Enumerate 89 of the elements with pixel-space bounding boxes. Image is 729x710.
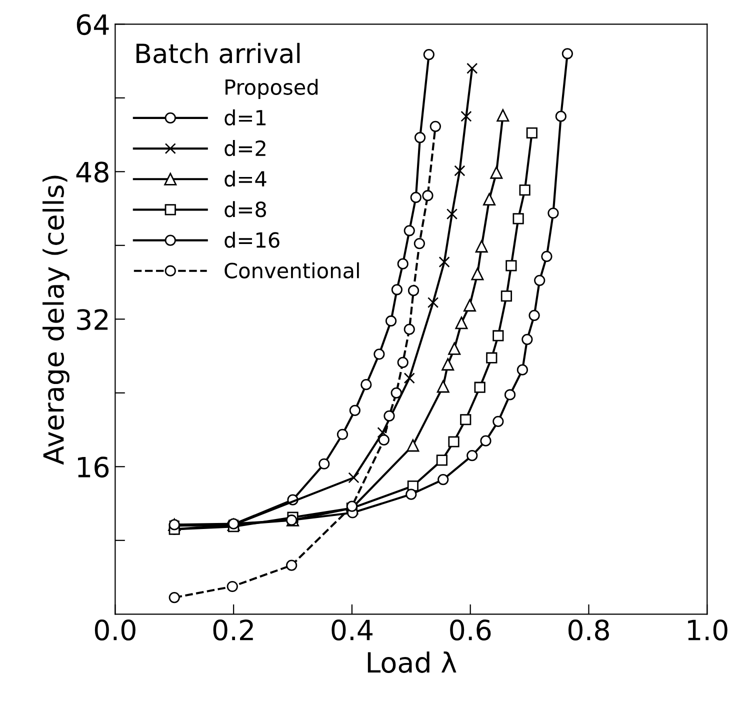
y-tick-label: 32 bbox=[77, 309, 108, 330]
point bbox=[397, 258, 408, 270]
point bbox=[410, 192, 422, 204]
point bbox=[385, 315, 397, 327]
point bbox=[349, 404, 360, 416]
point bbox=[464, 299, 476, 312]
point bbox=[562, 48, 573, 60]
x-tick-label: 0.4 bbox=[332, 620, 372, 641]
point bbox=[404, 372, 415, 384]
point bbox=[526, 127, 538, 138]
point bbox=[466, 450, 478, 462]
point bbox=[516, 364, 528, 376]
point bbox=[534, 274, 546, 286]
point bbox=[404, 225, 415, 236]
x-axis-title: Load λ bbox=[368, 651, 456, 673]
point bbox=[408, 285, 420, 296]
point bbox=[541, 250, 552, 262]
point bbox=[168, 592, 180, 604]
point bbox=[446, 208, 458, 220]
legend-label: d=1 bbox=[224, 109, 266, 126]
point bbox=[555, 110, 566, 122]
point bbox=[377, 426, 388, 438]
point bbox=[336, 428, 348, 440]
legend-label: d=16 bbox=[224, 232, 280, 248]
x-tick-label: 1.0 bbox=[688, 620, 728, 641]
legend-label: Conventional bbox=[224, 262, 359, 278]
point bbox=[438, 256, 450, 268]
y-tick-label: 64 bbox=[76, 14, 109, 36]
y-tick-label: 48 bbox=[76, 162, 108, 183]
legend-label: d=4 bbox=[224, 170, 266, 187]
y-axis-title: Average delay (cells) bbox=[42, 176, 70, 465]
point bbox=[528, 310, 540, 322]
point bbox=[438, 474, 449, 486]
point bbox=[466, 62, 478, 74]
point bbox=[522, 334, 533, 345]
x-tick-label: 0.8 bbox=[568, 620, 609, 641]
point bbox=[384, 410, 395, 422]
point bbox=[475, 240, 488, 253]
point bbox=[404, 324, 415, 335]
point bbox=[378, 434, 390, 446]
point bbox=[519, 184, 530, 196]
point bbox=[422, 190, 434, 202]
point bbox=[423, 49, 434, 60]
point bbox=[436, 380, 450, 393]
point bbox=[286, 560, 298, 571]
point bbox=[448, 342, 461, 355]
point bbox=[460, 110, 472, 122]
point bbox=[512, 213, 524, 224]
point bbox=[226, 580, 238, 592]
point bbox=[391, 284, 403, 296]
point bbox=[492, 416, 504, 428]
point bbox=[318, 458, 330, 470]
x-tick-label: 0.6 bbox=[450, 620, 491, 641]
point bbox=[397, 356, 408, 368]
point bbox=[483, 193, 496, 206]
point bbox=[430, 120, 441, 132]
point bbox=[496, 109, 510, 122]
point bbox=[455, 316, 468, 330]
point bbox=[474, 382, 486, 393]
x-tick-label: 0.2 bbox=[213, 620, 253, 641]
point bbox=[480, 435, 492, 446]
point bbox=[428, 296, 439, 308]
point bbox=[492, 330, 504, 342]
point bbox=[406, 439, 420, 452]
point bbox=[490, 166, 503, 179]
point bbox=[442, 358, 454, 371]
point bbox=[436, 454, 448, 466]
point bbox=[548, 208, 559, 219]
point bbox=[390, 387, 402, 398]
legend-label: d=8 bbox=[224, 201, 266, 218]
legend-title: Batch arrival bbox=[136, 42, 300, 64]
annotation: Proposed bbox=[226, 78, 318, 100]
point bbox=[504, 389, 516, 400]
point bbox=[454, 165, 466, 176]
point bbox=[460, 414, 472, 426]
point bbox=[486, 352, 498, 364]
point bbox=[406, 488, 417, 500]
point bbox=[506, 260, 517, 272]
point bbox=[360, 379, 372, 390]
legend-label: d=2 bbox=[224, 140, 266, 156]
point bbox=[374, 348, 385, 360]
point bbox=[471, 268, 484, 280]
y-tick-label: 16 bbox=[78, 456, 109, 478]
point bbox=[500, 290, 512, 302]
x-tick-label: 0.0 bbox=[94, 620, 136, 641]
point bbox=[414, 238, 425, 250]
point bbox=[448, 436, 460, 448]
point bbox=[348, 472, 360, 484]
point bbox=[414, 132, 426, 144]
